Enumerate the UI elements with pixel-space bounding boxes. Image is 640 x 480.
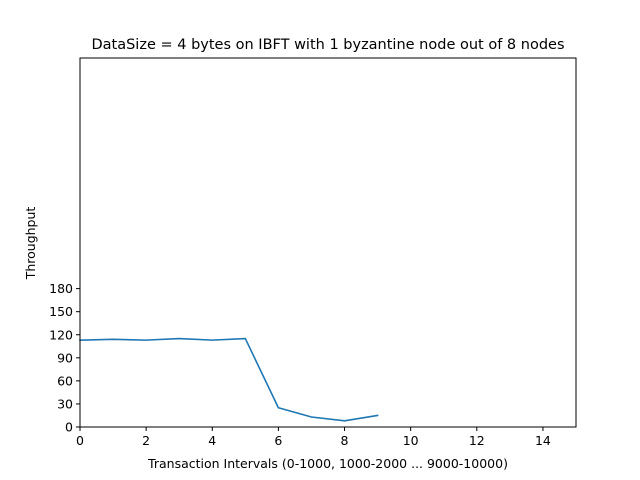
x-tick-label: 12	[469, 433, 485, 448]
data-point	[245, 338, 247, 340]
y-axis: 0 30 60 90 120 150 180	[49, 281, 80, 435]
plot-area	[80, 58, 576, 427]
data-point	[145, 339, 147, 341]
y-tick-label: 180	[49, 281, 73, 296]
chart-title: DataSize = 4 bytes on IBFT with 1 byzant…	[91, 37, 564, 53]
x-axis: 0 2 4 6 8 10 12 14	[76, 427, 551, 448]
y-tick-label: 90	[57, 350, 73, 365]
data-point	[112, 339, 114, 341]
y-axis-label: Throughput	[23, 207, 38, 281]
plot-frame	[79, 57, 577, 428]
y-tick-label: 30	[57, 396, 73, 411]
x-tick-label: 6	[274, 433, 282, 448]
x-tick-label: 10	[403, 433, 419, 448]
data-point	[211, 339, 213, 341]
series-line	[79, 337, 379, 422]
data-point	[278, 407, 280, 409]
data-point	[178, 338, 180, 340]
x-axis-label: Transaction Intervals (0-1000, 1000-2000…	[147, 456, 508, 471]
x-tick-label: 2	[142, 433, 150, 448]
x-tick-label: 4	[208, 433, 216, 448]
y-tick-label: 60	[57, 373, 73, 388]
x-tick-label: 14	[535, 433, 551, 448]
data-point	[377, 415, 379, 417]
series-layer	[79, 337, 379, 422]
x-tick-label: 8	[341, 433, 349, 448]
y-tick-label: 120	[49, 327, 73, 342]
x-tick-label: 0	[76, 433, 84, 448]
data-point	[344, 420, 346, 422]
y-tick-label: 0	[65, 420, 73, 435]
y-tick-label: 150	[49, 304, 73, 319]
data-point	[311, 416, 313, 418]
